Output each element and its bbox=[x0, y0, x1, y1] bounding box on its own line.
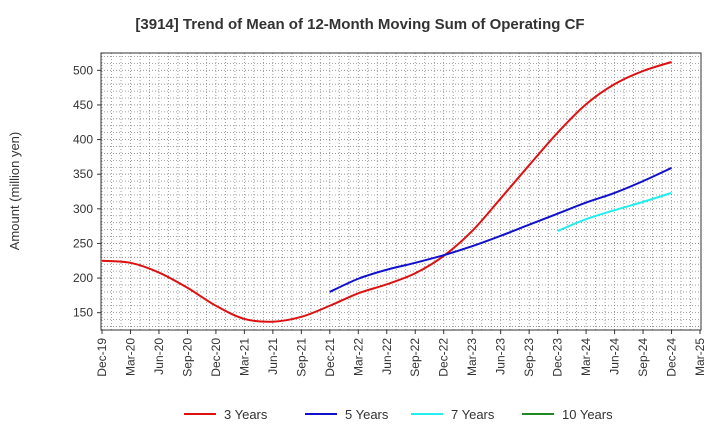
chart-title: [3914] Trend of Mean of 12-Month Moving … bbox=[135, 16, 584, 33]
x-tick-label: Mar-21 bbox=[237, 338, 251, 376]
plot-area bbox=[101, 53, 701, 330]
x-tick-label: Mar-25 bbox=[693, 338, 707, 376]
y-tick-label: 300 bbox=[73, 202, 93, 216]
x-tick-label: Dec-20 bbox=[209, 338, 223, 377]
x-tick-label: Dec-21 bbox=[323, 338, 337, 377]
x-tick-label: Dec-24 bbox=[665, 338, 679, 377]
y-tick-label: 150 bbox=[73, 306, 93, 320]
x-tick-label: Dec-22 bbox=[437, 338, 451, 377]
x-tick-label: Dec-19 bbox=[95, 338, 109, 377]
y-tick-label: 500 bbox=[73, 63, 93, 77]
x-tick-label: Jun-22 bbox=[380, 338, 394, 375]
legend: 3 Years 5 Years 7 Years 10 Years bbox=[184, 407, 613, 422]
x-tick-label: Sep-23 bbox=[522, 338, 536, 377]
x-tick-labels: Dec-19 Mar-20 Jun-20 Sep-20 Dec-20 Mar-21 Jun-… bbox=[95, 330, 707, 377]
x-tick-label: Jun-24 bbox=[608, 338, 622, 375]
legend-label: 5 Years bbox=[345, 407, 389, 422]
y-tick-label: 350 bbox=[73, 167, 93, 181]
grid bbox=[101, 53, 701, 330]
y-tick-label: 400 bbox=[73, 133, 93, 147]
series-line-5-years bbox=[329, 167, 672, 293]
x-tick-label: Sep-20 bbox=[180, 338, 194, 377]
x-tick-label: Dec-23 bbox=[551, 338, 565, 377]
legend-label: 7 Years bbox=[451, 407, 495, 422]
y-tick-label: 200 bbox=[73, 271, 93, 285]
y-tick-labels: 150 200 250 300 350 400 450 500 bbox=[73, 63, 101, 320]
plot-frame bbox=[100, 52, 702, 331]
x-tick-label: Sep-21 bbox=[294, 338, 308, 377]
x-tick-label: Sep-22 bbox=[408, 338, 422, 377]
legend-label: 3 Years bbox=[224, 407, 268, 422]
y-tick-label: 250 bbox=[73, 236, 93, 250]
x-tick-label: Mar-24 bbox=[579, 338, 593, 376]
series-line-3-years bbox=[101, 61, 672, 323]
x-tick-label: Mar-20 bbox=[123, 338, 137, 376]
x-tick-label: Jun-21 bbox=[266, 338, 280, 375]
y-axis-label: Amount (million yen) bbox=[7, 132, 22, 251]
y-tick-label: 450 bbox=[73, 98, 93, 112]
x-tick-label: Mar-23 bbox=[465, 338, 479, 376]
series-line-7-years bbox=[557, 191, 672, 232]
series-lines bbox=[101, 61, 672, 323]
x-tick-label: Jun-20 bbox=[152, 338, 166, 375]
x-tick-label: Jun-23 bbox=[494, 338, 508, 375]
x-tick-label: Mar-22 bbox=[351, 338, 365, 376]
legend-label: 10 Years bbox=[562, 407, 613, 422]
x-tick-label: Sep-24 bbox=[636, 338, 650, 377]
